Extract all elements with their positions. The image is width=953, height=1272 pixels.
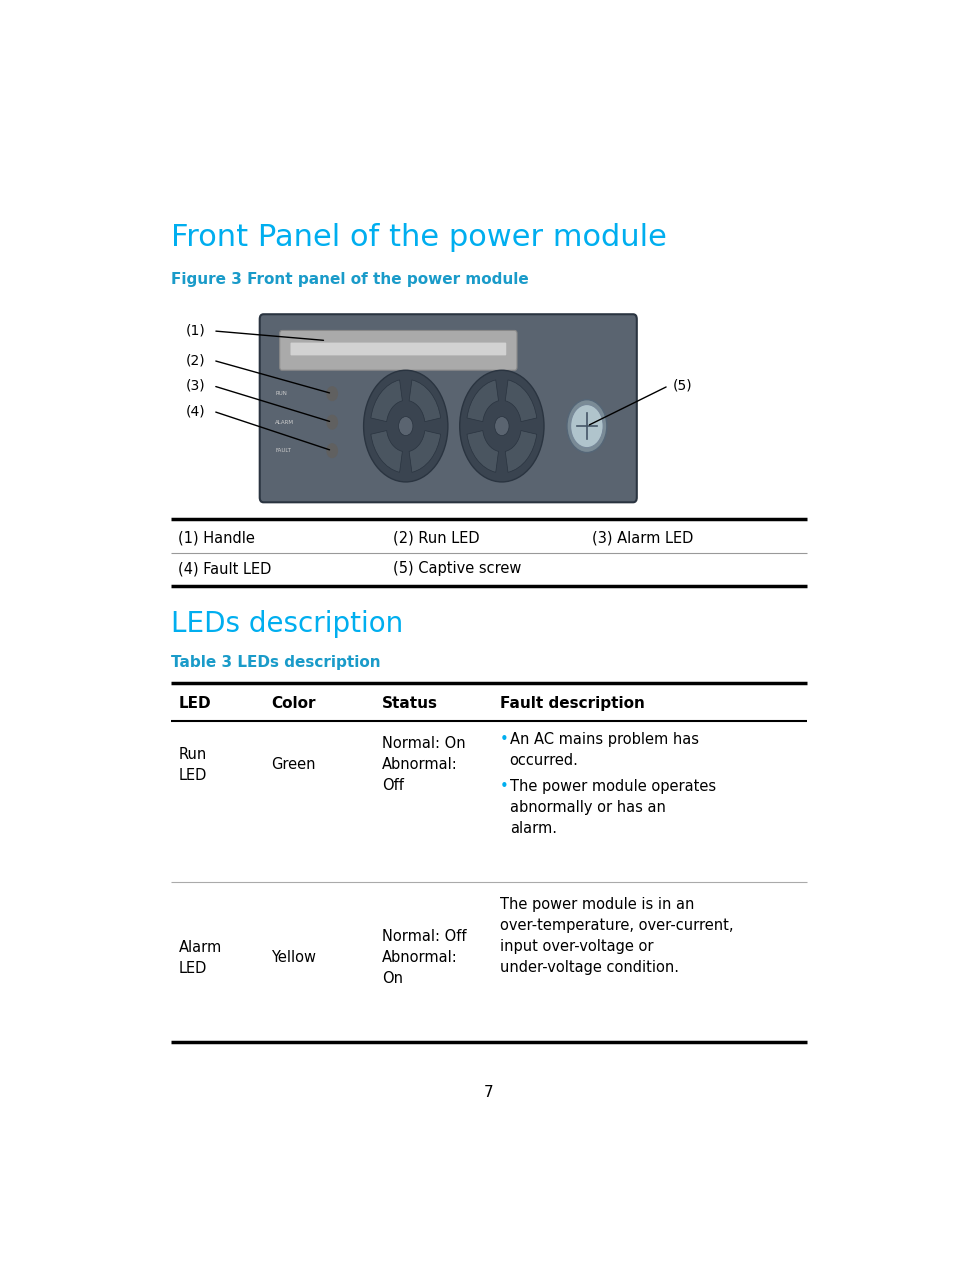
Text: Alarm
LED: Alarm LED: [178, 940, 221, 976]
Text: Fault description: Fault description: [499, 696, 644, 711]
Text: Front Panel of the power module: Front Panel of the power module: [171, 223, 666, 252]
Text: Color: Color: [271, 696, 315, 711]
FancyBboxPatch shape: [279, 331, 517, 370]
Text: ALARM: ALARM: [275, 420, 294, 425]
Wedge shape: [467, 430, 498, 472]
FancyBboxPatch shape: [259, 314, 637, 502]
Text: (3) Alarm LED: (3) Alarm LED: [592, 530, 693, 546]
Text: LEDs description: LEDs description: [171, 611, 403, 639]
Text: (3): (3): [186, 379, 205, 393]
Text: Green: Green: [271, 757, 315, 772]
Text: Status: Status: [381, 696, 437, 711]
Circle shape: [327, 444, 337, 458]
Circle shape: [570, 404, 602, 448]
FancyBboxPatch shape: [290, 342, 506, 355]
Text: 7: 7: [483, 1085, 494, 1100]
Text: RUN: RUN: [275, 392, 287, 396]
Text: The power module is in an
over-temperature, over-current,
input over-voltage or
: The power module is in an over-temperatu…: [499, 897, 733, 976]
Text: (1): (1): [186, 324, 205, 338]
Text: (4) Fault LED: (4) Fault LED: [178, 561, 272, 576]
Wedge shape: [371, 430, 402, 472]
Text: (5) Captive screw: (5) Captive screw: [393, 561, 520, 576]
Circle shape: [363, 370, 447, 482]
Text: Table 3 LEDs description: Table 3 LEDs description: [171, 655, 380, 670]
Wedge shape: [505, 380, 537, 421]
Text: An AC mains problem has
occurred.: An AC mains problem has occurred.: [509, 733, 698, 768]
Wedge shape: [409, 430, 440, 472]
Circle shape: [398, 417, 413, 435]
Wedge shape: [467, 380, 498, 421]
Text: •: •: [499, 780, 508, 795]
Wedge shape: [505, 430, 537, 472]
Text: The power module operates
abnormally or has an
alarm.: The power module operates abnormally or …: [509, 780, 715, 837]
Text: (5): (5): [672, 379, 691, 393]
Text: Normal: Off
Abnormal:
On: Normal: Off Abnormal: On: [381, 930, 466, 986]
Text: (4): (4): [186, 404, 205, 418]
Text: Normal: On
Abnormal:
Off: Normal: On Abnormal: Off: [381, 736, 465, 794]
Circle shape: [327, 416, 337, 429]
Text: (1) Handle: (1) Handle: [178, 530, 255, 546]
Circle shape: [459, 370, 543, 482]
Text: Figure 3 Front panel of the power module: Figure 3 Front panel of the power module: [171, 272, 528, 287]
Circle shape: [566, 399, 606, 453]
Text: Run
LED: Run LED: [178, 747, 207, 782]
Text: (2): (2): [186, 354, 205, 368]
Text: Yellow: Yellow: [271, 950, 315, 965]
Text: (2) Run LED: (2) Run LED: [393, 530, 479, 546]
Wedge shape: [409, 380, 440, 421]
Wedge shape: [371, 380, 402, 421]
Text: •: •: [499, 733, 508, 748]
Text: FAULT: FAULT: [275, 448, 291, 453]
Circle shape: [327, 387, 337, 401]
Text: LED: LED: [178, 696, 211, 711]
Circle shape: [495, 417, 509, 435]
